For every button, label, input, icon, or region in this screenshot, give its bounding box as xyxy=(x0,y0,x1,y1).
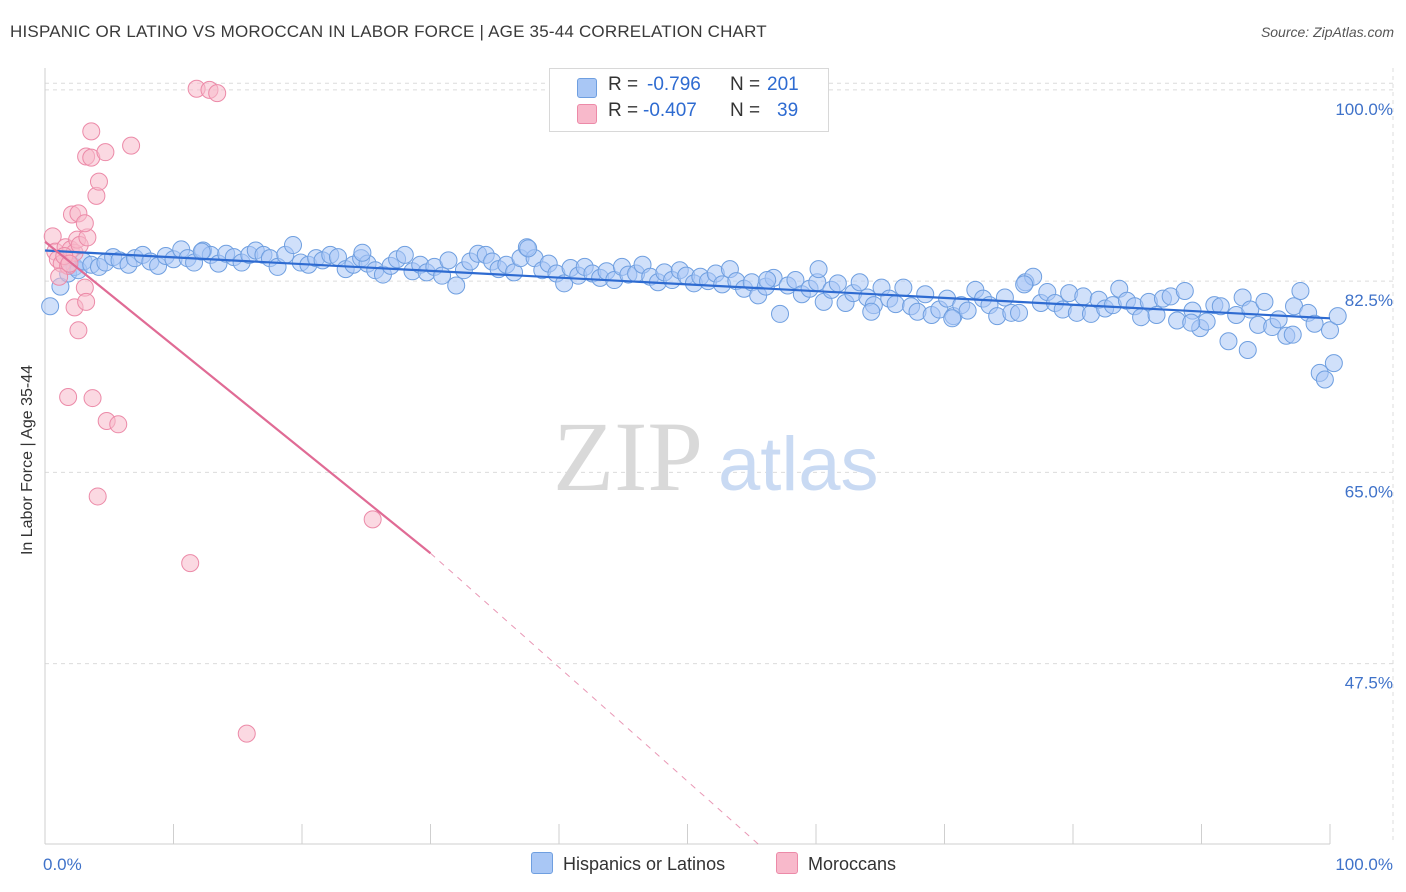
data-point xyxy=(181,554,200,573)
data-point xyxy=(1238,340,1257,359)
y-tick-label: 100.0% xyxy=(1335,100,1393,119)
data-point xyxy=(758,271,777,290)
n-label: N = xyxy=(730,74,761,95)
data-point xyxy=(1175,281,1194,300)
data-point xyxy=(82,122,101,141)
trend-line xyxy=(44,249,1331,320)
data-point xyxy=(862,302,881,321)
data-point xyxy=(77,292,96,311)
axes xyxy=(44,68,1331,845)
legend-swatch-hispanics xyxy=(531,852,553,874)
y-axis-label: In Labor Force | Age 35-44 xyxy=(19,364,36,556)
data-point xyxy=(886,295,905,314)
data-point xyxy=(41,297,60,316)
data-point xyxy=(1324,354,1343,373)
data-point xyxy=(88,487,107,506)
data-point xyxy=(353,243,372,262)
y-tick-label: 82.5% xyxy=(1345,291,1393,310)
data-point xyxy=(208,84,227,103)
data-point xyxy=(809,260,828,279)
data-point xyxy=(69,321,88,340)
data-point xyxy=(395,245,414,264)
y-tick-label: 47.5% xyxy=(1345,674,1393,693)
data-point xyxy=(122,136,141,155)
tick-labels: 100.0% 82.5% 65.0% 47.5% 0.0% 100.0% xyxy=(43,100,1393,874)
stats-row-moroccans: R = -0.407 N = 39 xyxy=(550,100,828,126)
chart-source: Source: ZipAtlas.com xyxy=(1260,24,1394,40)
r-label: R = xyxy=(608,74,639,95)
data-point xyxy=(916,285,935,304)
watermark: ZIP atlas xyxy=(553,401,879,512)
data-point xyxy=(447,276,466,295)
data-point xyxy=(237,724,256,743)
data-point xyxy=(1074,287,1093,306)
data-point xyxy=(284,236,303,255)
data-point xyxy=(1315,370,1334,389)
data-point xyxy=(995,288,1014,307)
data-point xyxy=(50,267,69,286)
data-point xyxy=(1182,313,1201,332)
data-point xyxy=(1010,303,1029,322)
data-point xyxy=(363,510,382,529)
legend-label-hispanics: Hispanics or Latinos xyxy=(563,854,726,874)
data-point xyxy=(828,274,847,293)
data-point xyxy=(1015,275,1034,294)
data-point xyxy=(943,309,962,328)
data-point xyxy=(439,251,458,270)
trend-line-extension xyxy=(430,552,759,845)
data-point xyxy=(1197,312,1216,331)
data-point xyxy=(894,278,913,297)
correlation-stats-box: R = -0.796 N = 201 R = -0.407 N = 39 xyxy=(549,68,829,132)
data-point xyxy=(89,172,108,191)
legend-item-hispanics[interactable]: Hispanics or Latinos xyxy=(531,852,725,878)
data-point xyxy=(519,239,538,258)
data-point xyxy=(433,266,452,285)
trend-lines xyxy=(44,240,1331,845)
data-point xyxy=(1219,332,1238,351)
data-point xyxy=(850,273,869,292)
data-point xyxy=(1269,310,1288,329)
legend-item-moroccans[interactable]: Moroccans xyxy=(776,852,896,878)
x-tick-label: 0.0% xyxy=(43,855,82,874)
r-label: R = xyxy=(608,100,639,121)
data-point xyxy=(83,389,102,408)
legend-swatch-moroccans xyxy=(776,852,798,874)
data-point xyxy=(1132,308,1151,327)
data-point xyxy=(1321,321,1339,340)
data-point xyxy=(1255,292,1274,311)
watermark-zip: ZIP xyxy=(553,401,703,512)
n-value: 39 xyxy=(777,100,799,121)
data-point xyxy=(1147,306,1166,325)
stats-row-hispanics: R = -0.796 N = 201 xyxy=(550,74,828,100)
watermark-atlas: atlas xyxy=(718,422,879,507)
series-hispanics-points xyxy=(41,236,1347,389)
data-point xyxy=(59,387,78,406)
n-value: 201 xyxy=(767,74,799,95)
series-moroccans-points xyxy=(43,79,382,743)
data-point xyxy=(1305,314,1324,333)
r-value: -0.407 xyxy=(643,100,697,121)
r-value: -0.796 xyxy=(647,74,701,95)
data-point xyxy=(1211,297,1230,316)
data-point xyxy=(1283,325,1302,344)
chart-title: HISPANIC OR LATINO VS MOROCCAN IN LABOR … xyxy=(10,22,767,41)
x-tick-label: 100.0% xyxy=(1335,855,1393,874)
data-point xyxy=(1328,307,1347,326)
data-point xyxy=(75,214,94,233)
legend-label-moroccans: Moroccans xyxy=(808,854,897,874)
trend-line xyxy=(44,240,432,555)
data-point xyxy=(192,242,211,261)
data-point xyxy=(771,304,790,323)
stats-swatch-moroccans xyxy=(577,104,597,124)
stats-swatch-hispanics xyxy=(577,78,597,98)
y-tick-label: 65.0% xyxy=(1345,482,1393,501)
data-point xyxy=(109,415,128,434)
data-point xyxy=(96,143,115,162)
data-point xyxy=(958,301,977,320)
n-label: N = xyxy=(730,100,761,121)
data-point xyxy=(1291,281,1310,300)
